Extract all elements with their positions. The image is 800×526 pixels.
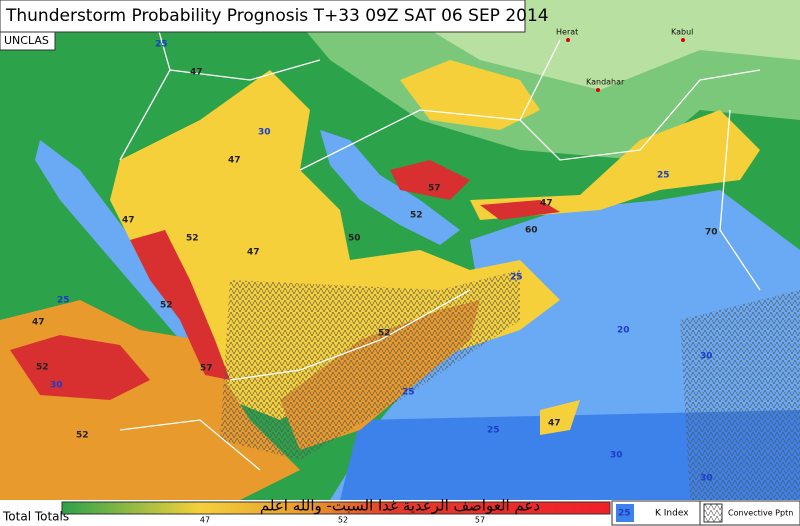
scale-label: Total Totals (2, 510, 69, 524)
contour-label: 50 (348, 234, 361, 244)
contour-label: 47 (122, 216, 135, 226)
scale-tick: 52 (338, 516, 348, 525)
title: Thunderstorm Probability Prognosis T+33 … (5, 6, 549, 26)
scale-bar (61, 501, 611, 515)
red-zone (390, 160, 470, 200)
contour-label: 60 (525, 226, 538, 236)
caption: دعم العواصف الرعدية غدا السبت- والله اعل… (260, 497, 540, 515)
red-zone (480, 200, 560, 220)
contour-label: 25 (155, 40, 168, 50)
contour-label: 57 (428, 184, 441, 194)
convective-area (220, 270, 520, 460)
place-dot (596, 88, 600, 92)
contour-label: 30 (610, 451, 623, 461)
contour-label: 47 (540, 199, 553, 209)
contour-label: 47 (228, 156, 241, 166)
legend-swatch (616, 504, 634, 522)
contour-label: 57 (200, 364, 213, 374)
contour-label: 30 (700, 352, 713, 362)
contour-label: 52 (186, 234, 199, 244)
place-label: Herat (556, 28, 578, 37)
contour-label: 47 (548, 419, 561, 429)
contour-label: 47 (32, 318, 45, 328)
contour-label: 52 (76, 431, 89, 441)
place-dot (681, 38, 685, 42)
legend-swatch (703, 503, 723, 523)
yellow-zone (400, 60, 540, 130)
legend-value: 25 (618, 509, 631, 519)
contour-label: 25 (402, 388, 415, 398)
red-zone (10, 335, 150, 400)
contour-label: 52 (378, 329, 391, 339)
legend-label: K Index (655, 509, 689, 519)
contour-label: 70 (705, 228, 718, 238)
place-label: Kandahar (586, 78, 625, 87)
contour-label: 52 (160, 301, 173, 311)
contour-label: 30 (50, 381, 63, 391)
contour-label: 30 (258, 128, 271, 138)
classification: UNCLAS (4, 34, 49, 47)
convective-area (680, 290, 800, 500)
scale-tick: 47 (200, 516, 210, 525)
contour-label: 47 (190, 68, 203, 78)
contour-label: 25 (510, 273, 523, 283)
class-box (0, 31, 56, 51)
place-dot (566, 38, 570, 42)
place-label: Kabul (671, 28, 693, 37)
contour-label: 25 (487, 426, 500, 436)
yellow-zone (470, 110, 760, 220)
legend-label: Convective Pptn (728, 509, 793, 518)
contour-label: 25 (57, 296, 70, 306)
title-box (0, 0, 526, 33)
deep-sea (340, 410, 800, 500)
contour-label: 30 (700, 474, 713, 484)
gulf (320, 130, 460, 245)
contour-label: 25 (657, 171, 670, 181)
contour-label: 52 (410, 211, 423, 221)
contour-label: 47 (247, 248, 260, 258)
yellow-zone (540, 400, 580, 435)
scale-tick: 57 (475, 516, 485, 525)
contour-label: 52 (36, 363, 49, 373)
contour-label: 20 (617, 326, 630, 336)
red-zone (130, 230, 230, 380)
border (119, 0, 761, 471)
